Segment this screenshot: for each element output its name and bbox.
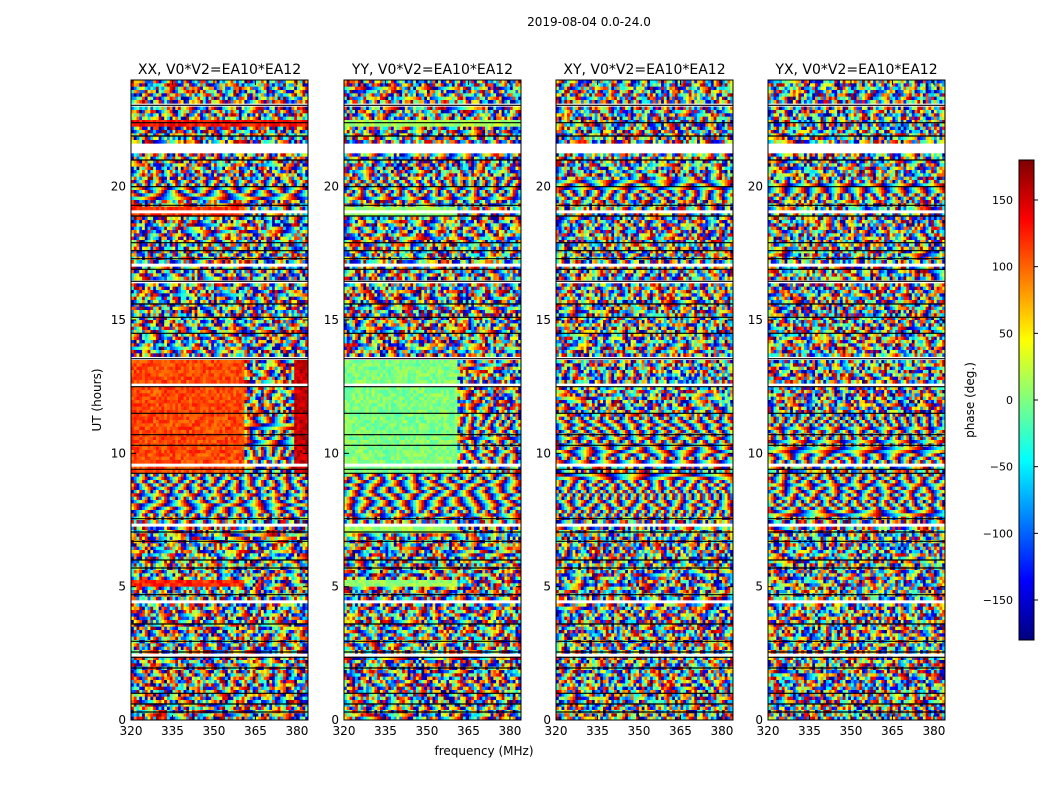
x-tick-label: 380 — [498, 724, 521, 738]
x-tick-label: 380 — [710, 724, 733, 738]
x-tick-label: 335 — [374, 724, 397, 738]
y-tick-label: 0 — [755, 713, 763, 727]
x-tick-label: 320 — [120, 724, 143, 738]
colorbar-tick-label: −150 — [983, 594, 1013, 607]
x-tick-label: 365 — [669, 724, 692, 738]
colorbar: 150 100 50 0 −50 −100 −150 — [983, 159, 1038, 641]
panel-frame — [130, 79, 309, 721]
panels-group: XX, V0*V2=EA10*EA12 320 335 350 365 380 0 5 10 15… — [111, 62, 946, 738]
x-tick-label: 320 — [545, 724, 568, 738]
y-tick-label: 5 — [543, 580, 551, 594]
y-tick-label: 15 — [111, 313, 126, 327]
panel-frame — [767, 79, 946, 721]
x-tick-label: 320 — [333, 724, 356, 738]
phase-cells — [556, 80, 733, 720]
x-tick-label: 335 — [798, 724, 821, 738]
x-tick-label: 350 — [203, 724, 226, 738]
y-tick-label: 15 — [748, 313, 763, 327]
panel-title: YX, V0*V2=EA10*EA12 — [774, 62, 937, 78]
y-tick-label: 0 — [118, 713, 126, 727]
x-tick-label: 335 — [161, 724, 184, 738]
panel-xy: XY, V0*V2=EA10*EA12 320 335 350 365 380 0 5 10 15… — [536, 62, 734, 738]
y-tick-label: 15 — [324, 313, 339, 327]
x-tick-label: 365 — [457, 724, 480, 738]
y-tick-label: 10 — [536, 446, 551, 460]
y-tick-label: 10 — [324, 446, 339, 460]
x-tick-label: 365 — [244, 724, 267, 738]
panel-frame — [555, 79, 734, 721]
colorbar-gradient — [1018, 159, 1035, 641]
x-tick-label: 380 — [285, 724, 308, 738]
y-tick-label: 10 — [748, 446, 763, 460]
x-tick-label: 335 — [586, 724, 609, 738]
y-tick-label: 20 — [324, 180, 339, 194]
y-tick-label: 5 — [755, 580, 763, 594]
figure-title: 2019-08-04 0.0-24.0 — [527, 15, 651, 29]
colorbar-tick-label: −50 — [990, 461, 1013, 474]
y-tick-label: 5 — [118, 580, 126, 594]
colorbar-tick-label: 100 — [992, 261, 1013, 274]
panel-title: YY, V0*V2=EA10*EA12 — [351, 62, 513, 78]
colorbar-label: phase (deg.) — [963, 362, 977, 438]
colorbar-tick-label: 50 — [999, 327, 1013, 340]
x-tick-label: 365 — [881, 724, 904, 738]
y-axis-label: UT (hours) — [90, 368, 104, 431]
colorbar-tick-label: −100 — [983, 527, 1013, 540]
x-tick-label: 320 — [757, 724, 780, 738]
colorbar-tick-label: 0 — [1006, 394, 1013, 407]
x-tick-label: 350 — [628, 724, 651, 738]
y-tick-label: 5 — [331, 580, 339, 594]
y-tick-label: 20 — [536, 180, 551, 194]
y-tick-label: 0 — [331, 713, 339, 727]
panel-title: XX, V0*V2=EA10*EA12 — [138, 62, 301, 78]
x-tick-label: 350 — [840, 724, 863, 738]
y-tick-label: 15 — [536, 313, 551, 327]
x-tick-label: 350 — [416, 724, 439, 738]
panel-yy: YY, V0*V2=EA10*EA12 320 335 350 365 380 0 5 10 15… — [324, 62, 522, 738]
y-tick-label: 0 — [543, 713, 551, 727]
panel-xx: XX, V0*V2=EA10*EA12 320 335 350 365 380 0 5 10 15… — [111, 62, 309, 738]
y-tick-label: 10 — [111, 446, 126, 460]
panel-yx: YX, V0*V2=EA10*EA12 320 335 350 365 380 0 5 10 15… — [748, 62, 946, 738]
x-axis-label: frequency (MHz) — [434, 744, 533, 758]
panel-frame — [343, 79, 522, 721]
y-tick-label: 20 — [111, 180, 126, 194]
y-tick-label: 20 — [748, 180, 763, 194]
x-tick-label: 380 — [922, 724, 945, 738]
colorbar-tick-label: 150 — [992, 194, 1013, 207]
panel-title: XY, V0*V2=EA10*EA12 — [563, 62, 725, 78]
